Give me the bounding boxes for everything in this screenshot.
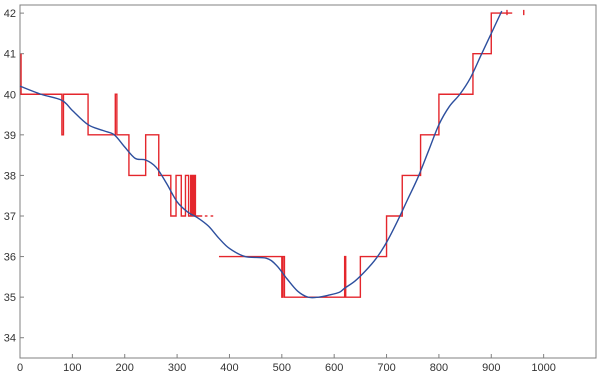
x-tick-label: 100 [63,362,81,374]
smooth-series [19,10,503,299]
y-tick-label: 39 [4,130,16,142]
plot-area: 0 100 200 300 400 500 600 700 800 900 1000 3435363… [4,4,597,374]
step-series-line [218,12,513,298]
y-tick-label: 40 [4,89,16,101]
smooth-series-line [19,10,503,299]
x-tick-label: 0 [17,362,23,374]
x-tick-label: 1000 [531,362,555,374]
x-tick-label: 900 [482,362,500,374]
y-tick-label: 38 [4,170,16,182]
x-tick-label: 800 [430,362,448,374]
x-tick-label: 700 [377,362,395,374]
y-tick-label: 37 [4,211,16,223]
x-tick-label: 400 [220,362,238,374]
x-tick-label: 600 [325,362,343,374]
step-series [20,9,525,298]
y-tick-label: 35 [4,292,16,304]
x-tick-label: 300 [168,362,186,374]
x-axis: 0 100 200 300 400 500 600 700 800 900 1000 [17,354,556,374]
y-tick-label: 41 [4,49,16,61]
x-tick-label: 500 [273,362,291,374]
plot-frame [19,4,597,359]
y-tick-label: 34 [4,333,16,345]
x-tick-label: 200 [116,362,134,374]
y-tick-label: 36 [4,252,16,264]
series-layer [19,9,525,299]
y-tick-label: 42 [4,8,16,20]
y-axis: 34 35 36 37 38 39 40 41 42 [4,8,24,345]
step-series-line [20,53,203,217]
